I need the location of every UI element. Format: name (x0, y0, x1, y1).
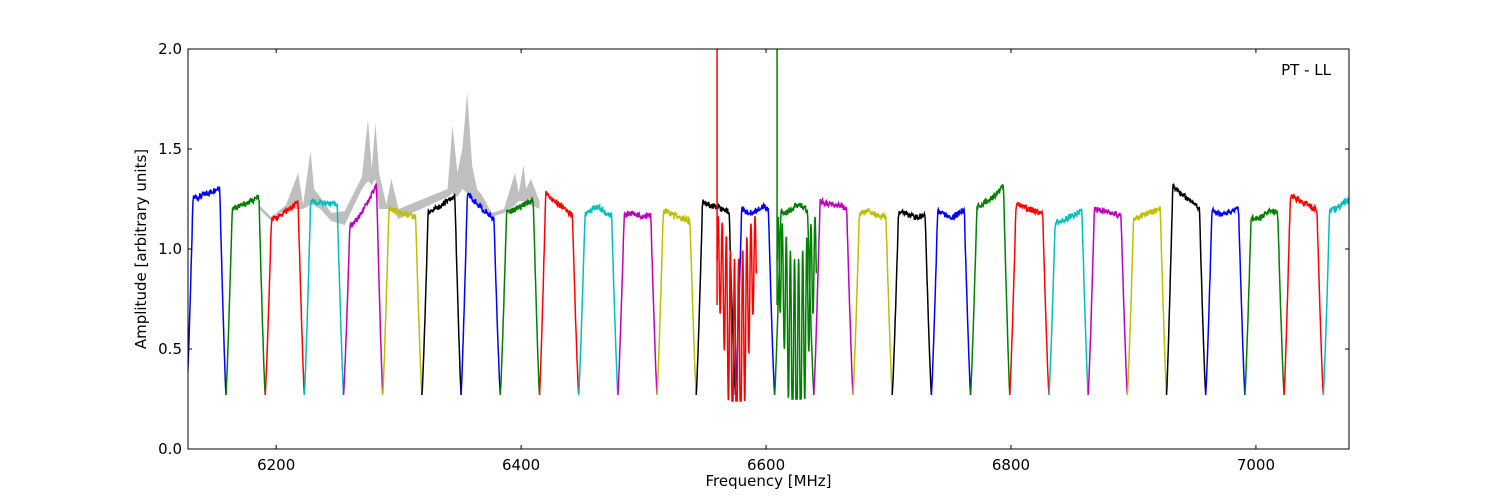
series-line-10 (577, 203, 619, 396)
x-tick-label: 6800 (992, 456, 1030, 474)
series-line-28 (1283, 193, 1325, 396)
series-line-19 (930, 206, 972, 396)
series-line-29 (1322, 196, 1349, 396)
background-band (259, 93, 540, 225)
series-line-12 (656, 207, 697, 396)
y-tick-label: 0.0 (158, 440, 182, 458)
series-line-1 (225, 193, 266, 396)
series-line-11 (617, 210, 658, 396)
series-line-17 (852, 207, 893, 396)
series-line-7 (460, 192, 502, 396)
x-tick-label: 6600 (747, 456, 785, 474)
series-line-13 (695, 199, 737, 396)
series-line-23 (1087, 206, 1129, 396)
series-line-22 (1048, 208, 1089, 396)
series-line-26 (1204, 205, 1246, 396)
plot-area (188, 49, 1349, 402)
x-tick-label: 6200 (257, 456, 295, 474)
x-axis-label: Frequency [MHz] (705, 472, 831, 490)
series-line-25 (1165, 183, 1207, 396)
oscillation-line-0 (716, 215, 758, 402)
y-tick-label: 2.0 (158, 40, 182, 58)
series-line-3 (303, 198, 345, 396)
series-line-20 (969, 184, 1011, 396)
series-line-9 (538, 190, 580, 396)
series-line-21 (1009, 201, 1050, 396)
series-line-5 (381, 204, 423, 396)
x-tick-label: 6400 (502, 456, 540, 474)
series-line-8 (499, 195, 541, 396)
series-line-18 (891, 208, 933, 396)
series-line-4 (342, 183, 384, 396)
axes: 6200 6400 6600 6800 7000 0.0 0.5 1.0 1.5 2.0 (158, 40, 1349, 474)
y-tick-label: 1.5 (158, 140, 182, 158)
y-tick-label: 1.0 (158, 240, 182, 258)
series-line-6 (421, 193, 462, 396)
plot-frame (187, 48, 1350, 450)
series-line-16 (813, 196, 854, 396)
panel-annotation: PT - LL (1281, 61, 1332, 79)
series-line-14 (734, 201, 776, 396)
series-line-2 (264, 200, 306, 396)
series-line-0 (188, 185, 227, 396)
x-tick-label: 7000 (1237, 456, 1275, 474)
series-line-27 (1244, 207, 1285, 396)
series-line-15 (773, 202, 815, 396)
y-tick-label: 0.5 (158, 340, 182, 358)
oscillation-line-1 (776, 216, 818, 400)
series-line-24 (1126, 206, 1168, 396)
y-axis-label: Amplitude [arbitrary units] (132, 149, 150, 349)
